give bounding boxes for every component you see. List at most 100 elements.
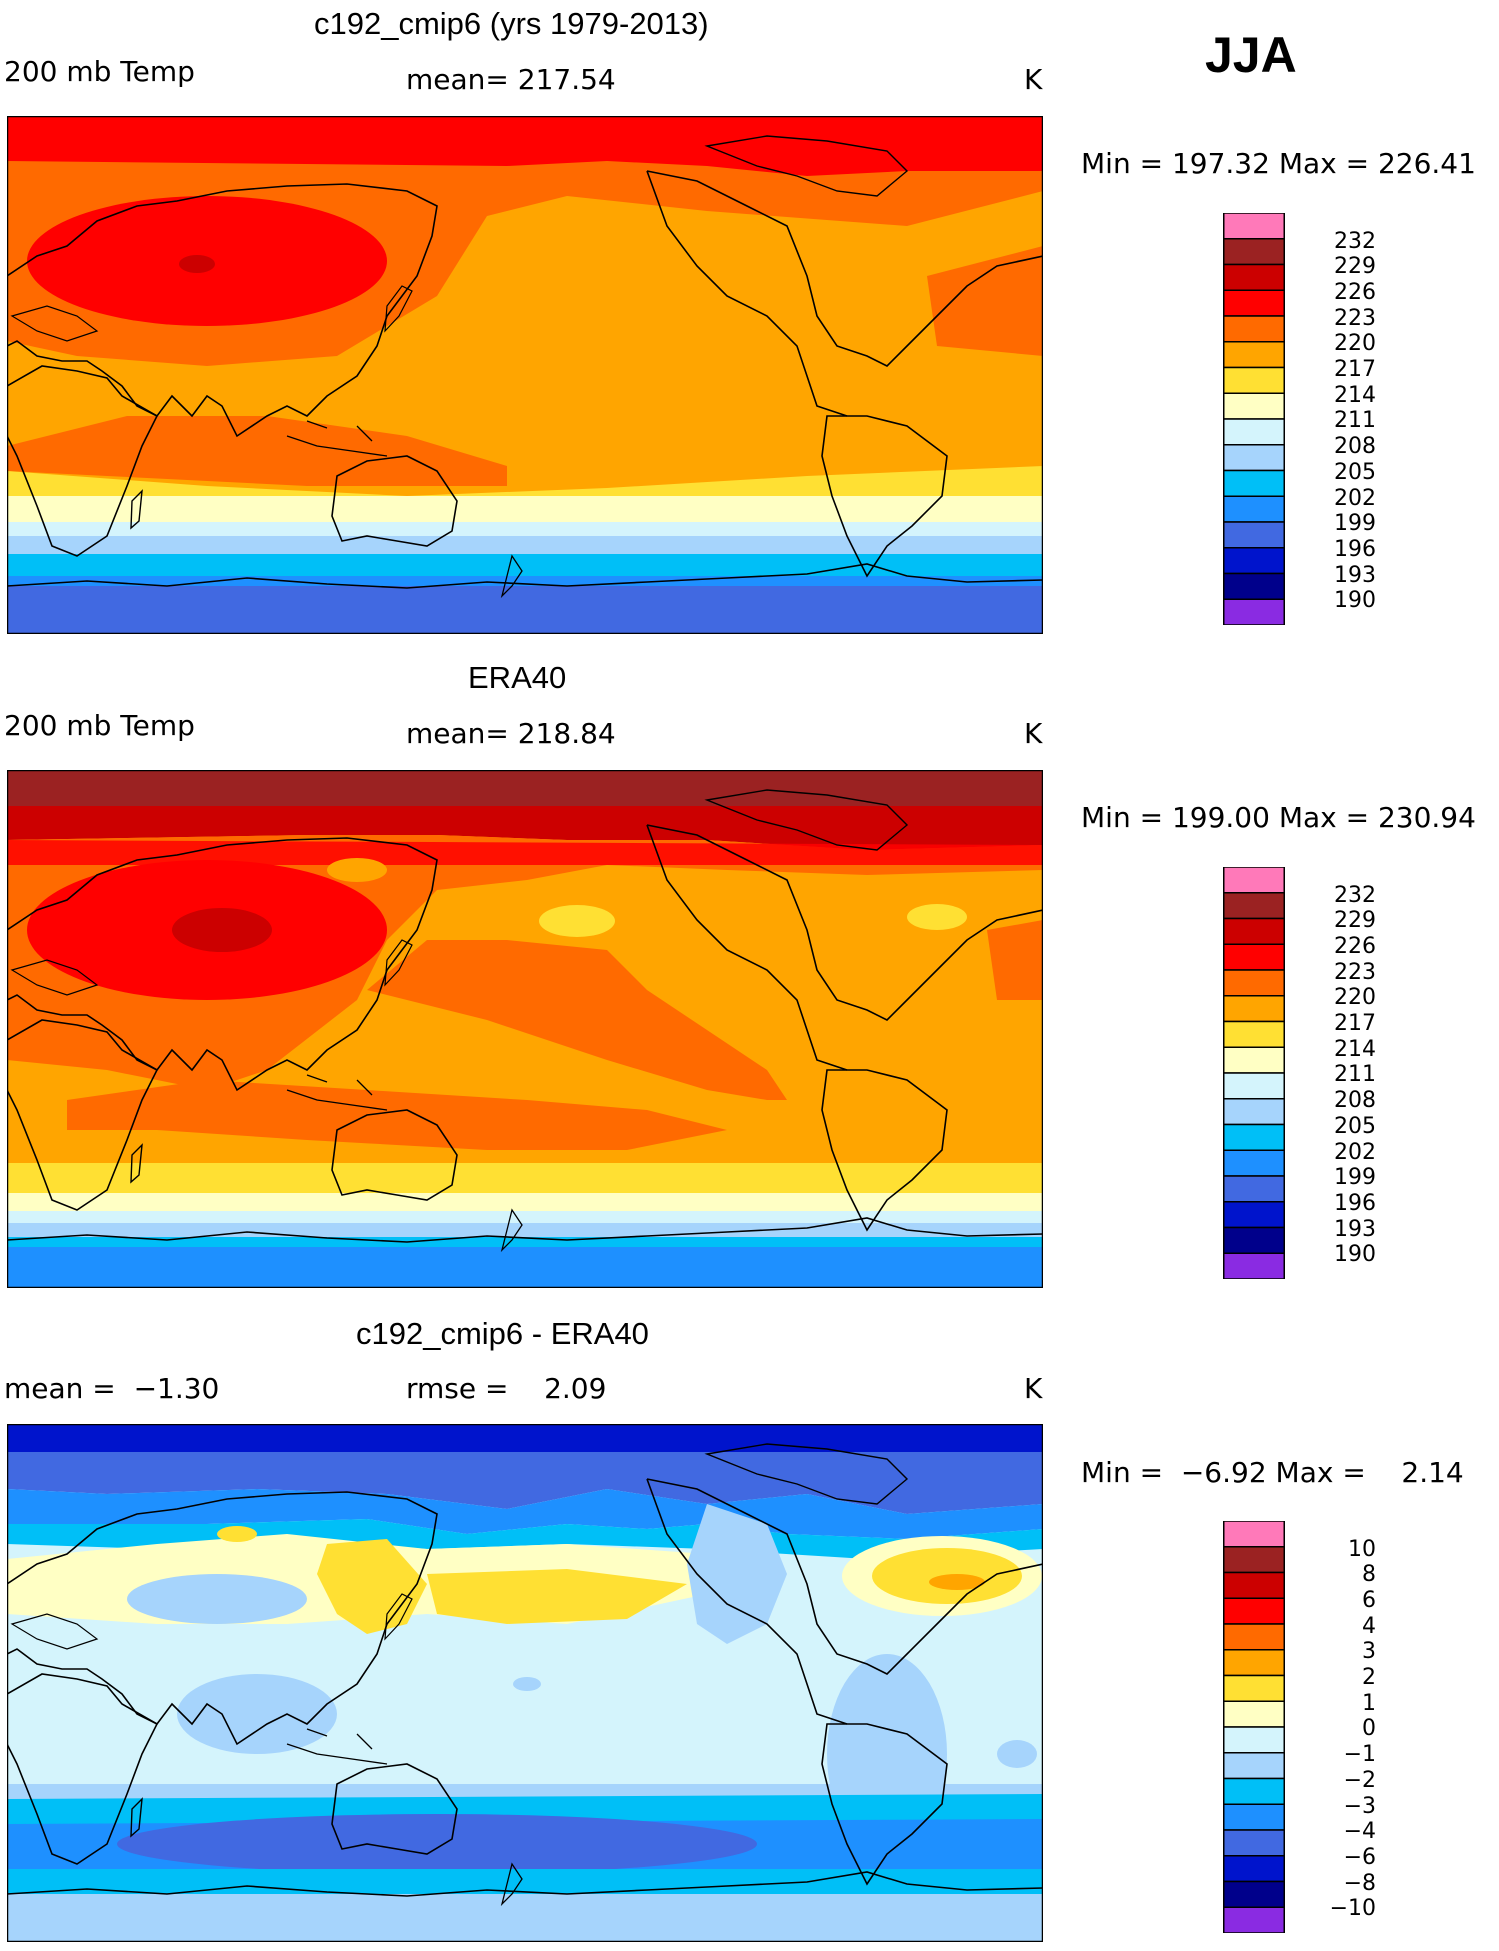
panel1-tick: 199: [1334, 511, 1376, 536]
panel3-mean-label: mean = −1.30: [4, 1372, 220, 1405]
panel1-tick: 190: [1334, 588, 1376, 613]
panel2-mean-label: mean= 218.84: [406, 717, 616, 750]
panel2-tick: 214: [1334, 1037, 1376, 1062]
colorbar-swatch: [1223, 1726, 1285, 1754]
colorbar-swatch: [1223, 289, 1285, 317]
panel1-tick: 232: [1334, 229, 1376, 254]
panel1-map: [7, 116, 1043, 634]
colorbar-swatch: [1223, 341, 1285, 369]
colorbar-swatch: [1223, 1571, 1285, 1599]
colorbar-swatch: [1223, 418, 1285, 446]
panel1-tick: 193: [1334, 563, 1376, 588]
colorbar-swatch: [1223, 1201, 1285, 1229]
panel2-minmax: Min = 199.00 Max = 230.94: [1081, 801, 1476, 834]
panel2-tick: 190: [1334, 1242, 1376, 1267]
panel2-tick: 208: [1334, 1088, 1376, 1113]
panel3-tick: −4: [1343, 1819, 1376, 1844]
panel1-tick: 202: [1334, 486, 1376, 511]
panel1-tick: 205: [1334, 460, 1376, 485]
panel3-tick: −1: [1343, 1742, 1376, 1767]
colorbar-swatch: [1223, 969, 1285, 997]
colorbar-swatch: [1223, 1803, 1285, 1831]
panel1-tick: 223: [1334, 306, 1376, 331]
colorbar-swatch: [1223, 1700, 1285, 1728]
panel2-tick: 229: [1334, 908, 1376, 933]
panel3-tick: 0: [1362, 1716, 1376, 1741]
panel1-units-label: K: [1024, 63, 1043, 96]
panel3-tick: −10: [1329, 1896, 1376, 1921]
colorbar-swatch: [1223, 1175, 1285, 1203]
panel1-tick: 211: [1334, 408, 1376, 433]
colorbar-swatch: [1223, 1906, 1285, 1933]
colorbar-swatch: [1223, 1046, 1285, 1074]
colorbar-swatch: [1223, 392, 1285, 420]
panel2-tick: 232: [1334, 883, 1376, 908]
panel1-minmax: Min = 197.32 Max = 226.41: [1081, 147, 1476, 180]
colorbar-swatch: [1223, 495, 1285, 523]
colorbar-swatch: [1223, 1098, 1285, 1126]
colorbar-swatch: [1223, 943, 1285, 971]
colorbar-swatch: [1223, 1546, 1285, 1574]
colorbar-swatch: [1223, 917, 1285, 945]
panel3-tick: 2: [1362, 1665, 1376, 1690]
panel2-title: ERA40: [468, 660, 567, 695]
panel2-variable-label: 200 mb Temp: [4, 709, 195, 742]
panel3-units-label: K: [1024, 1372, 1043, 1405]
panel1-tick: 229: [1334, 254, 1376, 279]
colorbar-swatch: [1223, 444, 1285, 472]
colorbar-swatch: [1223, 1649, 1285, 1677]
colorbar-swatch: [1223, 572, 1285, 600]
panel3-map: [7, 1424, 1043, 1942]
panel1-tick: 217: [1334, 357, 1376, 382]
panel3-tick: 3: [1362, 1639, 1376, 1664]
colorbar-swatch: [1223, 1829, 1285, 1857]
colorbar-swatch: [1223, 315, 1285, 343]
panel1-tick: 214: [1334, 383, 1376, 408]
colorbar-swatch: [1223, 1623, 1285, 1651]
colorbar-swatch: [1223, 238, 1285, 266]
colorbar-swatch: [1223, 892, 1285, 920]
panel3-tick: −3: [1343, 1794, 1376, 1819]
colorbar-swatch: [1223, 1123, 1285, 1151]
panel3-tick: 4: [1362, 1614, 1376, 1639]
panel2-tick: 196: [1334, 1191, 1376, 1216]
panel3-tick: −2: [1343, 1768, 1376, 1793]
colorbar-swatch: [1223, 1252, 1285, 1279]
season-label: JJA: [1205, 27, 1297, 83]
panel3-minmax: Min = −6.92 Max = 2.14: [1081, 1456, 1464, 1489]
panel3-tick: 8: [1362, 1562, 1376, 1587]
panel1-colorbar: [1223, 213, 1285, 625]
colorbar-swatch: [1223, 469, 1285, 497]
panel2-tick: 223: [1334, 960, 1376, 985]
panel2-tick: 193: [1334, 1217, 1376, 1242]
colorbar-swatch: [1223, 1777, 1285, 1805]
panel2-colorbar: [1223, 867, 1285, 1279]
colorbar-swatch: [1223, 1020, 1285, 1048]
colorbar-swatch: [1223, 547, 1285, 575]
panel3-tick: 6: [1362, 1588, 1376, 1613]
colorbar-swatch: [1223, 1226, 1285, 1254]
panel3-tick: 10: [1348, 1537, 1376, 1562]
panel2-tick: 211: [1334, 1062, 1376, 1087]
panel3-tick: −8: [1343, 1871, 1376, 1896]
colorbar-swatch: [1223, 1855, 1285, 1883]
colorbar-swatch: [1223, 1880, 1285, 1908]
colorbar-swatch: [1223, 1674, 1285, 1702]
colorbar-swatch: [1223, 598, 1285, 625]
panel3-rmse-label: rmse = 2.09: [406, 1372, 607, 1405]
colorbar-swatch: [1223, 867, 1285, 894]
panel2-tick: 226: [1334, 934, 1376, 959]
panel3-title: c192_cmip6 - ERA40: [356, 1316, 649, 1351]
colorbar-swatch: [1223, 366, 1285, 394]
panel3-tick: −6: [1343, 1845, 1376, 1870]
panel1-variable-label: 200 mb Temp: [4, 55, 195, 88]
panel2-tick: 220: [1334, 985, 1376, 1010]
colorbar-swatch: [1223, 1072, 1285, 1100]
colorbar-swatch: [1223, 521, 1285, 549]
panel1-tick: 196: [1334, 537, 1376, 562]
panel2-colorbar-labels: 232 229 226 223 220 217 214 211 208 205 …: [1296, 867, 1376, 1279]
panel3-colorbar-labels: 10 8 6 4 3 2 1 0 −1 −2 −3 −4 −6 −8 −10: [1296, 1521, 1376, 1933]
panel1-tick: 226: [1334, 280, 1376, 305]
panel2-tick: 217: [1334, 1011, 1376, 1036]
colorbar-swatch: [1223, 995, 1285, 1023]
